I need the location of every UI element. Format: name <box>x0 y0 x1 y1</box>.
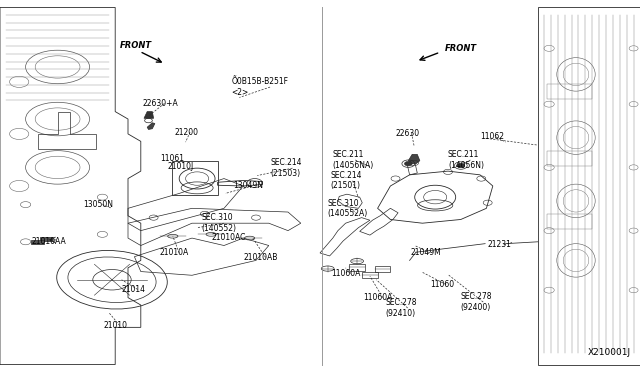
Text: 13050N: 13050N <box>83 200 113 209</box>
Polygon shape <box>144 112 154 118</box>
Text: 11061: 11061 <box>160 154 184 163</box>
Polygon shape <box>40 237 52 241</box>
Text: SEC.211
(14056N): SEC.211 (14056N) <box>448 150 484 170</box>
Text: X210001J: X210001J <box>588 348 630 357</box>
Text: 11060A: 11060A <box>332 269 361 278</box>
Circle shape <box>404 161 412 166</box>
Text: SEC.310
(140552): SEC.310 (140552) <box>202 214 237 233</box>
Text: Õ0B15B-B251F
<2>: Õ0B15B-B251F <2> <box>232 77 289 97</box>
Text: 21014: 21014 <box>122 285 146 294</box>
Text: 13049N: 13049N <box>233 182 263 190</box>
Bar <box>547 214 592 229</box>
Text: 21010AA: 21010AA <box>32 237 67 246</box>
Bar <box>547 151 592 166</box>
Text: 22630: 22630 <box>396 129 420 138</box>
Circle shape <box>457 163 465 168</box>
Bar <box>547 84 592 99</box>
Text: SEC.214
(21503): SEC.214 (21503) <box>270 158 301 178</box>
Text: 21010J: 21010J <box>168 162 194 171</box>
Text: FRONT: FRONT <box>445 44 477 53</box>
Text: 21010: 21010 <box>104 321 128 330</box>
Text: 22630+A: 22630+A <box>142 99 178 108</box>
Polygon shape <box>408 154 420 164</box>
Text: SEC.310
(140552A): SEC.310 (140552A) <box>328 199 368 218</box>
Text: 11062: 11062 <box>480 132 504 141</box>
Polygon shape <box>147 123 155 129</box>
Text: 11060: 11060 <box>430 280 454 289</box>
Text: 21049M: 21049M <box>411 248 442 257</box>
Text: 21200: 21200 <box>174 128 198 137</box>
Text: 21231: 21231 <box>488 240 511 249</box>
Text: SEC.278
(92400): SEC.278 (92400) <box>461 292 492 312</box>
Text: FRONT: FRONT <box>120 41 152 50</box>
Text: 11060A: 11060A <box>364 293 393 302</box>
Text: 21010AB: 21010AB <box>243 253 278 262</box>
Text: SEC.214
(21501): SEC.214 (21501) <box>330 171 362 190</box>
Text: 21010A: 21010A <box>160 248 189 257</box>
Text: 21010AC: 21010AC <box>211 233 246 242</box>
Text: SEC.278
(92410): SEC.278 (92410) <box>385 298 417 318</box>
Bar <box>172 161 218 195</box>
Text: SEC.211
(14056NA): SEC.211 (14056NA) <box>333 150 374 170</box>
Polygon shape <box>31 240 44 244</box>
